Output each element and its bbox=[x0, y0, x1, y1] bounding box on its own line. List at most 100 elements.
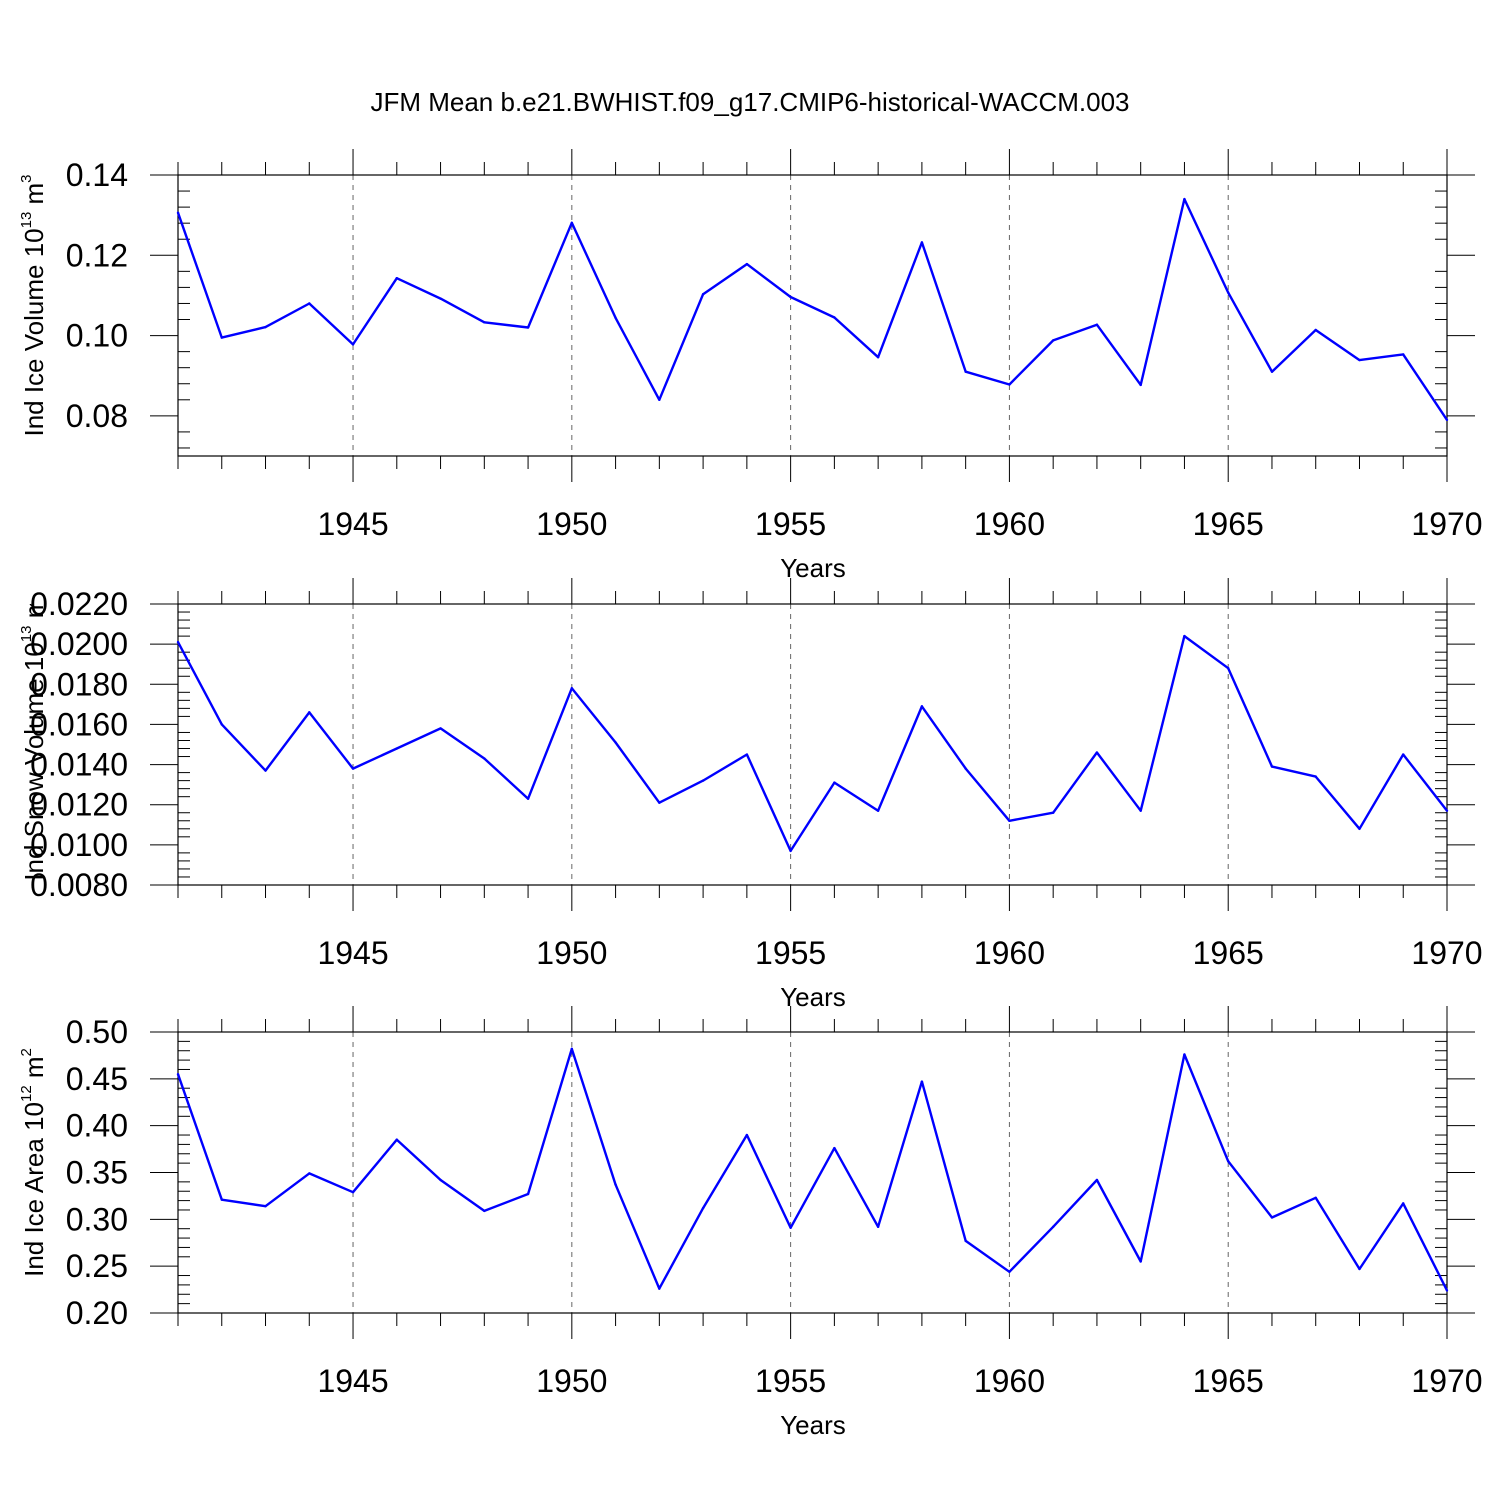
x-tick-label: 1945 bbox=[317, 506, 388, 542]
y-tick-label: 0.0140 bbox=[30, 747, 128, 783]
series-line bbox=[176, 197, 1448, 421]
data-point bbox=[701, 1206, 705, 1210]
data-point bbox=[745, 262, 749, 266]
x-tick-label: 1945 bbox=[317, 1363, 388, 1399]
data-point bbox=[614, 741, 617, 744]
y-axis-title-unit-exponent: 2 bbox=[18, 1048, 35, 1056]
data-point bbox=[1402, 753, 1405, 756]
data-point bbox=[964, 767, 967, 770]
x-tick-label: 1950 bbox=[536, 935, 607, 971]
x-tick-label: 1970 bbox=[1411, 935, 1482, 971]
x-axis-title: Years bbox=[780, 553, 846, 583]
data-point bbox=[1095, 323, 1099, 326]
y-axis-title-unit: m bbox=[19, 597, 49, 626]
y-tick-label: 0.08 bbox=[66, 398, 128, 434]
data-point bbox=[658, 398, 661, 401]
data-point bbox=[876, 356, 880, 359]
y-tick-label: 0.0100 bbox=[30, 827, 128, 863]
data-point bbox=[570, 687, 574, 690]
data-point bbox=[1227, 667, 1230, 670]
data-point bbox=[264, 769, 267, 772]
x-axis-title: Years bbox=[780, 1410, 846, 1440]
y-axis-title-unit: m bbox=[19, 183, 49, 212]
x-tick-label: 1955 bbox=[755, 1363, 826, 1399]
data-point bbox=[220, 336, 223, 339]
data-point bbox=[1402, 353, 1405, 356]
y-tick-label: 0.0180 bbox=[30, 666, 128, 702]
y-tick-label: 0.0120 bbox=[30, 787, 128, 823]
y-axis-title-exponent: 13 bbox=[18, 626, 35, 643]
data-point bbox=[1008, 1270, 1011, 1273]
y-axis-title-group: Ind Ice Area 1012 m2 bbox=[18, 1048, 49, 1277]
data-point bbox=[964, 1239, 967, 1243]
data-point bbox=[833, 316, 836, 319]
data-point bbox=[1445, 1289, 1449, 1292]
data-point bbox=[1139, 383, 1142, 387]
data-point bbox=[176, 640, 180, 644]
data-point bbox=[1227, 1160, 1230, 1163]
data-point bbox=[1139, 809, 1142, 812]
data-point bbox=[308, 1172, 311, 1175]
data-point bbox=[658, 801, 661, 804]
x-tick-label: 1970 bbox=[1411, 506, 1482, 542]
data-point bbox=[483, 757, 486, 760]
y-axis-title-exponent: 13 bbox=[18, 212, 35, 229]
data-point bbox=[439, 297, 442, 300]
y-axis-title-unit-exponent: 3 bbox=[18, 174, 35, 182]
data-point bbox=[570, 1047, 574, 1051]
x-tick-label: 1945 bbox=[317, 935, 388, 971]
data-point bbox=[526, 1192, 530, 1196]
data-point bbox=[351, 767, 355, 770]
x-tick-label: 1965 bbox=[1193, 1363, 1264, 1399]
x-tick-label: 1970 bbox=[1411, 1363, 1482, 1399]
data-point bbox=[1095, 1178, 1099, 1182]
y-tick-label: 0.50 bbox=[66, 1014, 128, 1050]
data-point bbox=[1095, 751, 1099, 754]
series-line bbox=[176, 1047, 1449, 1292]
y-tick-label: 0.0160 bbox=[30, 706, 128, 742]
data-point bbox=[1183, 197, 1186, 201]
y-tick-label: 0.10 bbox=[66, 318, 128, 354]
data-point bbox=[789, 295, 792, 299]
data-point bbox=[1270, 370, 1274, 373]
data-point bbox=[1445, 418, 1449, 422]
data-point bbox=[483, 321, 486, 324]
y-tick-label: 0.25 bbox=[66, 1248, 128, 1284]
data-point bbox=[1402, 1202, 1405, 1205]
data-point bbox=[920, 241, 924, 244]
data-point bbox=[220, 723, 223, 726]
data-point bbox=[1270, 765, 1274, 768]
data-point bbox=[439, 727, 442, 730]
data-point bbox=[1051, 339, 1055, 342]
y-axis-title-group: Ind Ice Volume 1013 m3 bbox=[18, 174, 49, 437]
x-tick-label: 1955 bbox=[755, 935, 826, 971]
data-point bbox=[789, 849, 792, 853]
data-point bbox=[1314, 1196, 1317, 1199]
series-line bbox=[176, 634, 1448, 853]
data-point bbox=[614, 1183, 617, 1186]
chart-title: JFM Mean b.e21.BWHIST.f09_g17.CMIP6-hist… bbox=[370, 87, 1129, 117]
x-tick-label: 1955 bbox=[755, 506, 826, 542]
x-tick-label: 1960 bbox=[974, 506, 1045, 542]
x-tick-label: 1965 bbox=[1193, 935, 1264, 971]
data-point bbox=[1270, 1216, 1274, 1219]
data-point bbox=[483, 1209, 486, 1213]
data-point bbox=[1008, 383, 1011, 386]
y-tick-label: 0.0080 bbox=[30, 867, 128, 903]
data-point bbox=[701, 779, 705, 782]
plot-frame bbox=[177, 603, 1448, 886]
y-axis-title: Ind Ice Volume 1013 m3 bbox=[18, 174, 49, 436]
data-point bbox=[395, 1138, 398, 1141]
data-point bbox=[833, 1146, 836, 1150]
data-point bbox=[1314, 775, 1317, 778]
panel-1: 0.08 0.10 0.12 0.14 1945 1950 1955 1960 1965 1970… bbox=[18, 149, 1483, 583]
y-tick-label: 0.0220 bbox=[30, 586, 128, 622]
data-point bbox=[1051, 1225, 1055, 1229]
y-axis-title-exponent: 12 bbox=[18, 1085, 35, 1102]
y-tick-label: 0.20 bbox=[66, 1295, 128, 1331]
data-point bbox=[745, 1133, 749, 1137]
data-point bbox=[395, 747, 398, 750]
data-point bbox=[1139, 1260, 1142, 1263]
data-point bbox=[308, 302, 311, 305]
